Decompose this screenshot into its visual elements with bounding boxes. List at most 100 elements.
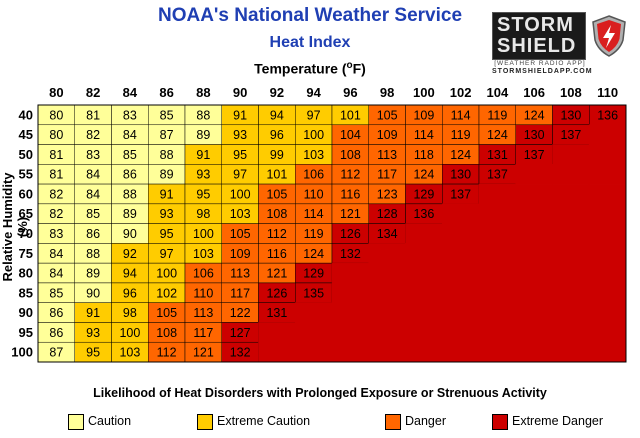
x-axis-label: Temperature (oF) <box>0 60 620 77</box>
heat-index-chart: 80 82 84 86 88 90 92 94 96 98 100 102 104 106 108 110 40… <box>11 85 627 363</box>
heatmap-value-label: 105 <box>230 227 251 241</box>
heatmap-value-label: 97 <box>160 247 174 261</box>
heatmap-cell <box>441 322 480 343</box>
x-tick-label: 82 <box>86 85 100 100</box>
heatmap-cell <box>405 341 443 363</box>
heatmap-value-label: 114 <box>414 128 434 142</box>
heatmap-value-label: 84 <box>123 128 137 142</box>
x-tick-label: 88 <box>196 85 210 100</box>
x-tick-label: 102 <box>450 85 472 100</box>
heatmap-value-label: 96 <box>123 286 137 300</box>
x-tick-label: 96 <box>343 85 357 100</box>
heatmap-value-label: 91 <box>160 187 174 201</box>
heatmap-value-label: 110 <box>304 187 324 201</box>
heatmap-cell <box>405 302 443 323</box>
x-axis-label-end: F) <box>352 60 366 77</box>
heatmap-cell <box>368 341 406 363</box>
logo-line-2: SHIELD <box>497 35 577 57</box>
heatmap-value-label: 88 <box>86 247 100 261</box>
x-tick-label: 104 <box>487 85 509 100</box>
heatmap-value-label: 130 <box>450 168 471 182</box>
y-tick-label: 85 <box>19 285 33 300</box>
heatmap-border <box>37 104 627 363</box>
heatmap-value-label: 121 <box>193 346 214 360</box>
heatmap-value-label: 117 <box>377 168 397 182</box>
y-tick-label: 60 <box>19 186 33 201</box>
heatmap-value-label: 94 <box>123 267 137 281</box>
heatmap-cell <box>588 124 627 145</box>
heatmap-cell <box>368 302 406 323</box>
heatmap-cell <box>588 341 627 363</box>
heatmap-cell <box>441 223 480 244</box>
heatmap-value-label: 127 <box>230 326 251 340</box>
heatmap-value-label: 129 <box>413 187 434 201</box>
heatmap-cell <box>588 302 627 323</box>
heatmap-value-label: 93 <box>86 326 100 340</box>
heatmap-value-label: 85 <box>86 207 100 221</box>
heatmap-cell <box>552 282 590 303</box>
heatmap-value-label: 103 <box>230 207 251 221</box>
heatmap-value-label: 100 <box>119 326 140 340</box>
heatmap-value-label: 84 <box>86 187 100 201</box>
heatmap-cell <box>331 322 370 343</box>
heatmap-value-label: 132 <box>340 247 361 261</box>
heatmap-value-label: 110 <box>193 286 213 300</box>
heatmap-value-label: 83 <box>86 148 100 162</box>
heatmap-cell <box>294 341 333 363</box>
heatmap-value-label: 87 <box>49 346 63 360</box>
heatmap-value-label: 113 <box>230 267 250 281</box>
legend-label: Danger <box>405 414 446 428</box>
y-tick-label: 65 <box>19 206 33 221</box>
heatmap-cell <box>515 302 553 323</box>
heatmap-value-label: 86 <box>49 306 63 320</box>
heatmap-value-label: 137 <box>560 128 581 142</box>
heatmap-value-label: 119 <box>304 227 324 241</box>
heatmap-value-label: 103 <box>193 247 214 261</box>
heatmap-value-label: 93 <box>160 207 174 221</box>
heatmap-value-label: 108 <box>266 207 287 221</box>
y-tick-label: 100 <box>11 345 33 360</box>
heatmap-cell <box>478 223 517 244</box>
heatmap-cell <box>478 243 517 264</box>
heatmap-cell <box>331 262 370 284</box>
heatmap-value-label: 101 <box>340 108 361 122</box>
heatmap-cell <box>515 223 553 244</box>
heatmap-value-label: 135 <box>303 286 324 300</box>
heatmap-cell <box>405 262 443 284</box>
logo-line-4: STORMSHIELDAPP.COM <box>492 68 593 75</box>
heatmap-cell <box>368 243 406 264</box>
heatmap-value-label: 82 <box>49 187 63 201</box>
heatmap-value-label: 121 <box>340 207 361 221</box>
heatmap-cell <box>478 341 517 363</box>
heatmap-value-label: 91 <box>86 306 100 320</box>
heatmap-value-label: 84 <box>49 247 63 261</box>
heatmap-cell <box>588 223 627 244</box>
heatmap-cell <box>478 203 517 224</box>
heatmap-value-label: 128 <box>377 207 398 221</box>
heatmap-cell <box>588 183 627 205</box>
heatmap-value-label: 87 <box>160 128 174 142</box>
logo-line-3: [WEATHER RADIO APP] <box>494 60 586 67</box>
y-tick-label: 90 <box>19 305 33 320</box>
heatmap-value-label: 95 <box>233 148 247 162</box>
heatmap-value-label: 124 <box>450 148 471 162</box>
heatmap-value-label: 90 <box>123 227 137 241</box>
heatmap-cell <box>515 282 553 303</box>
heatmap-value-label: 124 <box>524 108 545 122</box>
heatmap-cell <box>478 262 517 284</box>
heatmap-cell <box>588 262 627 284</box>
heatmap-value-label: 83 <box>123 108 137 122</box>
heatmap-cell <box>478 183 517 205</box>
heatmap-cell <box>552 164 590 185</box>
heatmap-value-label: 104 <box>340 128 361 142</box>
heatmap-value-label: 80 <box>49 128 63 142</box>
heatmap-value-label: 85 <box>123 148 137 162</box>
heatmap-value-label: 106 <box>193 267 214 281</box>
x-tick-label: 92 <box>270 85 284 100</box>
heatmap-cell <box>552 144 590 165</box>
heatmap-cell <box>515 243 553 264</box>
y-tick-label: 50 <box>19 147 33 162</box>
heatmap-value-label: 89 <box>123 207 137 221</box>
heatmap-value-label: 114 <box>304 207 324 221</box>
footer-caption: Likelihood of Heat Disorders with Prolon… <box>93 386 547 400</box>
